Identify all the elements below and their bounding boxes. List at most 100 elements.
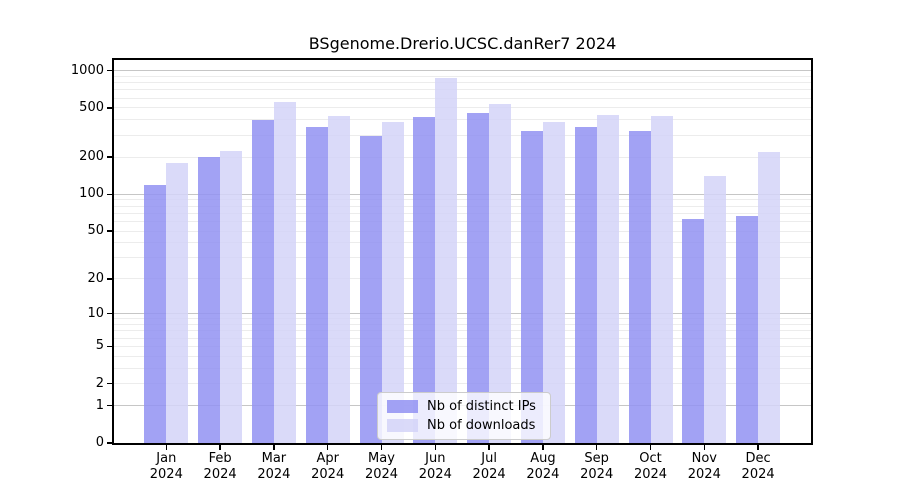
x-tick-mark — [273, 445, 275, 450]
x-tick-label: May 2024 — [352, 451, 412, 483]
y-tick-label: 2 — [95, 375, 104, 391]
y-tick-label: 5 — [95, 338, 104, 354]
x-tick-month: Feb — [208, 451, 232, 466]
gridline-major — [114, 70, 811, 72]
bar-downloads-dec — [758, 152, 781, 443]
x-tick-year: 2024 — [257, 467, 291, 482]
bar-distinct-ips-aug — [520, 130, 543, 443]
gridline-minor — [114, 383, 811, 385]
gridline-minor — [114, 345, 811, 347]
chart-title: BSgenome.Drerio.UCSC.danRer7 2024 — [308, 34, 617, 53]
gridline-minor — [114, 107, 811, 109]
x-tick-mark — [757, 445, 759, 450]
y-tick-mark — [107, 193, 112, 195]
legend-swatch-distinct-ips-icon — [387, 400, 418, 413]
x-tick-year: 2024 — [203, 467, 237, 482]
legend-swatch-downloads-icon — [387, 419, 418, 432]
y-tick-label: 500 — [79, 99, 104, 115]
x-tick-month: Jan — [156, 451, 177, 466]
x-tick-label: Oct 2024 — [621, 451, 681, 483]
x-tick-mark — [596, 445, 598, 450]
bar-downloads-may — [381, 122, 404, 443]
x-tick-month: Apr — [316, 451, 339, 466]
x-tick-month: Nov — [691, 451, 717, 466]
x-tick-month: Aug — [530, 451, 556, 466]
x-tick-month: May — [368, 451, 395, 466]
y-tick-mark — [107, 383, 112, 385]
bar-downloads-oct — [650, 116, 673, 443]
gridline-minor — [114, 82, 811, 84]
y-tick-mark — [107, 107, 112, 109]
gridline-minor — [114, 257, 811, 259]
x-tick-label: Dec 2024 — [728, 451, 788, 483]
x-tick-mark — [327, 445, 329, 450]
gridline-minor — [114, 318, 811, 320]
x-tick-year: 2024 — [580, 467, 614, 482]
bar-distinct-ips-sep — [574, 126, 597, 443]
x-tick-month: Jun — [425, 451, 446, 466]
gridline-minor — [114, 367, 811, 369]
gridline-minor — [114, 205, 811, 207]
legend-label-downloads: Nb of downloads — [427, 418, 536, 433]
bar-distinct-ips-feb — [198, 156, 221, 443]
y-tick-label: 10 — [87, 305, 104, 321]
x-tick-year: 2024 — [472, 467, 506, 482]
y-tick-label: 20 — [87, 270, 104, 286]
gridline-minor — [114, 355, 811, 357]
gridline-minor — [114, 324, 811, 326]
x-tick-mark — [649, 445, 652, 450]
x-tick-month: Mar — [261, 451, 287, 466]
y-tick-mark — [107, 230, 112, 232]
x-tick-label: Apr 2024 — [298, 451, 358, 483]
gridline-major — [114, 313, 811, 315]
bar-downloads-sep — [596, 114, 619, 443]
x-tick-mark — [165, 445, 167, 450]
bar-distinct-ips-dec — [736, 216, 759, 443]
gridline-minor — [114, 89, 811, 91]
gridline-minor — [114, 199, 811, 201]
gridline-minor — [114, 337, 811, 339]
x-tick-month: Jul — [481, 451, 497, 466]
x-tick-month: Oct — [639, 451, 662, 466]
bar-distinct-ips-oct — [628, 130, 651, 443]
x-tick-year: 2024 — [687, 467, 721, 482]
y-tick-label: 1000 — [70, 62, 104, 78]
gridline-minor — [114, 156, 811, 158]
x-tick-month: Dec — [745, 451, 771, 466]
gridline-minor — [114, 212, 811, 214]
x-tick-label: Nov 2024 — [674, 451, 734, 483]
x-tick-label: Jul 2024 — [459, 451, 519, 483]
x-tick-year: 2024 — [633, 467, 668, 482]
bar-downloads-apr — [327, 116, 350, 443]
bar-downloads-mar — [273, 101, 296, 443]
gridline-minor — [114, 230, 811, 232]
legend-item-distinct-ips: Nb of distinct IPs — [387, 399, 541, 414]
bar-distinct-ips-apr — [305, 127, 328, 443]
y-tick-label: 50 — [87, 223, 104, 239]
bar-distinct-ips-jul — [467, 113, 490, 443]
legend-item-downloads: Nb of downloads — [387, 418, 541, 433]
legend-label-distinct-ips: Nb of distinct IPs — [427, 399, 536, 414]
gridline-minor — [114, 119, 811, 121]
x-tick-month: Sep — [584, 451, 609, 466]
x-tick-mark — [219, 445, 221, 450]
y-tick-mark — [107, 345, 112, 348]
bar-distinct-ips-nov — [682, 218, 705, 443]
gridline-minor — [114, 330, 811, 332]
y-tick-label: 0 — [95, 435, 104, 450]
bar-downloads-nov — [704, 175, 727, 443]
y-tick-mark — [107, 442, 112, 444]
bar-downloads-jan — [166, 162, 189, 443]
bar-downloads-feb — [220, 150, 243, 443]
x-tick-label: Feb 2024 — [190, 451, 250, 483]
gridline-minor — [114, 278, 811, 280]
x-tick-mark — [542, 445, 544, 450]
x-tick-year: 2024 — [741, 467, 775, 482]
bar-distinct-ips-jan — [144, 184, 167, 443]
y-tick-mark — [107, 69, 112, 72]
x-tick-mark — [434, 445, 436, 450]
x-tick-mark — [488, 445, 490, 450]
bar-downloads-jul — [489, 104, 512, 443]
x-tick-label: Aug 2024 — [513, 451, 573, 483]
x-tick-year: 2024 — [149, 467, 183, 482]
